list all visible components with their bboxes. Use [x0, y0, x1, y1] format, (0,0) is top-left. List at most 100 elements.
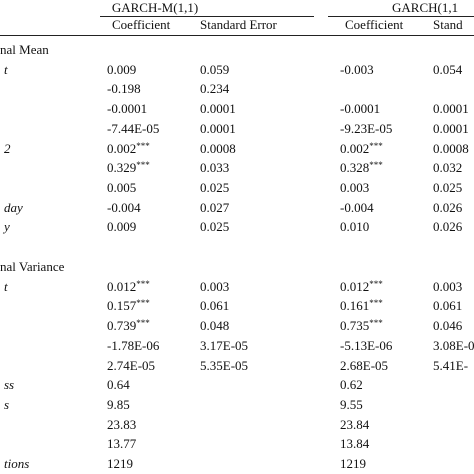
- significance-stars: ***: [136, 298, 150, 309]
- section-label: nal Mean: [0, 42, 49, 57]
- cell: 0.054: [433, 61, 463, 77]
- cell: -0.0001: [340, 101, 381, 117]
- cell-value: 0.328: [340, 160, 370, 176]
- column-header: Coefficient: [345, 17, 404, 32]
- significance-stars: ***: [369, 298, 383, 309]
- cell: -0.004: [107, 199, 141, 215]
- cell: 0.061: [433, 298, 463, 314]
- cell-value: 0.012: [107, 278, 137, 294]
- header-rule: [0, 35, 474, 36]
- group-rule: [328, 16, 474, 17]
- cell: -1.78E-06: [107, 337, 160, 353]
- significance-stars: ***: [369, 318, 383, 329]
- cell: 23.84: [340, 416, 370, 432]
- cell-value: 0.161: [340, 298, 370, 314]
- cell: 0.0008: [433, 140, 469, 156]
- cell: -0.198: [107, 81, 141, 97]
- significance-stars: ***: [369, 278, 383, 289]
- significance-stars: ***: [136, 278, 150, 289]
- cell-value: 0.012: [340, 278, 370, 294]
- cell: 3.17E-05: [200, 337, 249, 353]
- significance-stars: ***: [136, 160, 150, 171]
- cell: 0.032: [433, 160, 463, 176]
- cell: 0.234: [200, 81, 230, 97]
- cell: -0.0001: [107, 101, 148, 117]
- group-header: GARCH-M(1,1): [111, 0, 199, 15]
- cell-value: 0.735: [340, 318, 370, 334]
- cell: 0.046: [433, 318, 463, 334]
- row-label: ss: [4, 377, 15, 393]
- cell: 0.061: [200, 298, 230, 314]
- cell: -9.23E-05: [340, 120, 393, 136]
- row-label: tions: [4, 456, 30, 471]
- cell: 0.025: [433, 179, 463, 195]
- cell: 13.84: [340, 436, 370, 452]
- cell: 23.83: [107, 416, 137, 432]
- row-label: t: [4, 61, 8, 77]
- cell: 5.35E-05: [200, 357, 249, 373]
- column-header: Standard Error: [200, 17, 277, 32]
- cell-value: 0.002: [340, 140, 370, 156]
- cell: 0.157***: [107, 299, 150, 313]
- cell: -0.003: [340, 61, 374, 77]
- cell: 0.012***: [340, 278, 383, 294]
- cell: 5.41E-: [433, 357, 469, 373]
- cell: -5.13E-06: [340, 337, 393, 353]
- cell: 0.002***: [340, 140, 383, 156]
- cell: 0.0001: [433, 101, 469, 117]
- cell: 2.74E-05: [107, 357, 156, 373]
- cell: 9.55: [340, 396, 363, 412]
- cell: -7.44E-05: [107, 120, 160, 136]
- cell: 0.026: [433, 199, 463, 215]
- cell: 0.005: [107, 179, 137, 195]
- cell: 0.62: [340, 377, 363, 393]
- cell: 0.010: [340, 219, 370, 235]
- row-label: 2: [4, 140, 11, 156]
- cell: 0.161***: [340, 299, 383, 313]
- group-header: GARCH(1,1: [392, 0, 459, 15]
- cell: 0.003: [433, 278, 463, 294]
- cell: 2.68E-05: [340, 357, 389, 373]
- significance-stars: ***: [369, 160, 383, 171]
- cell: 0.048: [200, 318, 230, 334]
- cell: 0.739***: [107, 319, 150, 333]
- cell: 13.77: [107, 436, 137, 452]
- group-rule: [100, 16, 314, 17]
- cell-value: 0.739: [107, 318, 137, 334]
- cell: 0.328***: [340, 161, 383, 175]
- cell: 1219: [340, 456, 366, 471]
- cell: 0.009: [107, 219, 137, 235]
- cell: 0.0001: [200, 101, 236, 117]
- cell: 3.08E-0: [433, 337, 474, 353]
- cell: 0.009: [107, 61, 137, 77]
- cell: 0.003: [200, 278, 230, 294]
- cell: 0.012***: [107, 278, 150, 294]
- cell: 0.329***: [107, 161, 150, 175]
- row-label: t: [4, 278, 8, 294]
- significance-stars: ***: [369, 140, 383, 151]
- significance-stars: ***: [136, 140, 150, 151]
- cell: 1219: [107, 456, 133, 471]
- cell: 0.002***: [107, 140, 150, 156]
- cell: 0.033: [200, 160, 230, 176]
- column-header: Coefficient: [112, 17, 171, 32]
- column-header: Stand: [433, 17, 463, 32]
- section-label: nal Variance: [0, 259, 65, 274]
- cell: 0.025: [200, 179, 230, 195]
- cell-value: 0.329: [107, 160, 137, 176]
- row-label: s: [4, 396, 10, 412]
- row-label: y: [4, 219, 10, 235]
- cell: 0.64: [107, 377, 130, 393]
- cell: 0.0001: [200, 120, 236, 136]
- cell: 0.027: [200, 199, 230, 215]
- cell: 9.85: [107, 396, 130, 412]
- cell: 0.026: [433, 219, 463, 235]
- cell-value: 0.002: [107, 140, 137, 156]
- cell: 0.0001: [433, 120, 469, 136]
- cell: 0.0008: [200, 140, 236, 156]
- significance-stars: ***: [136, 318, 150, 329]
- cell: 0.059: [200, 61, 230, 77]
- cell: -0.004: [340, 199, 374, 215]
- cell: 0.003: [340, 179, 370, 195]
